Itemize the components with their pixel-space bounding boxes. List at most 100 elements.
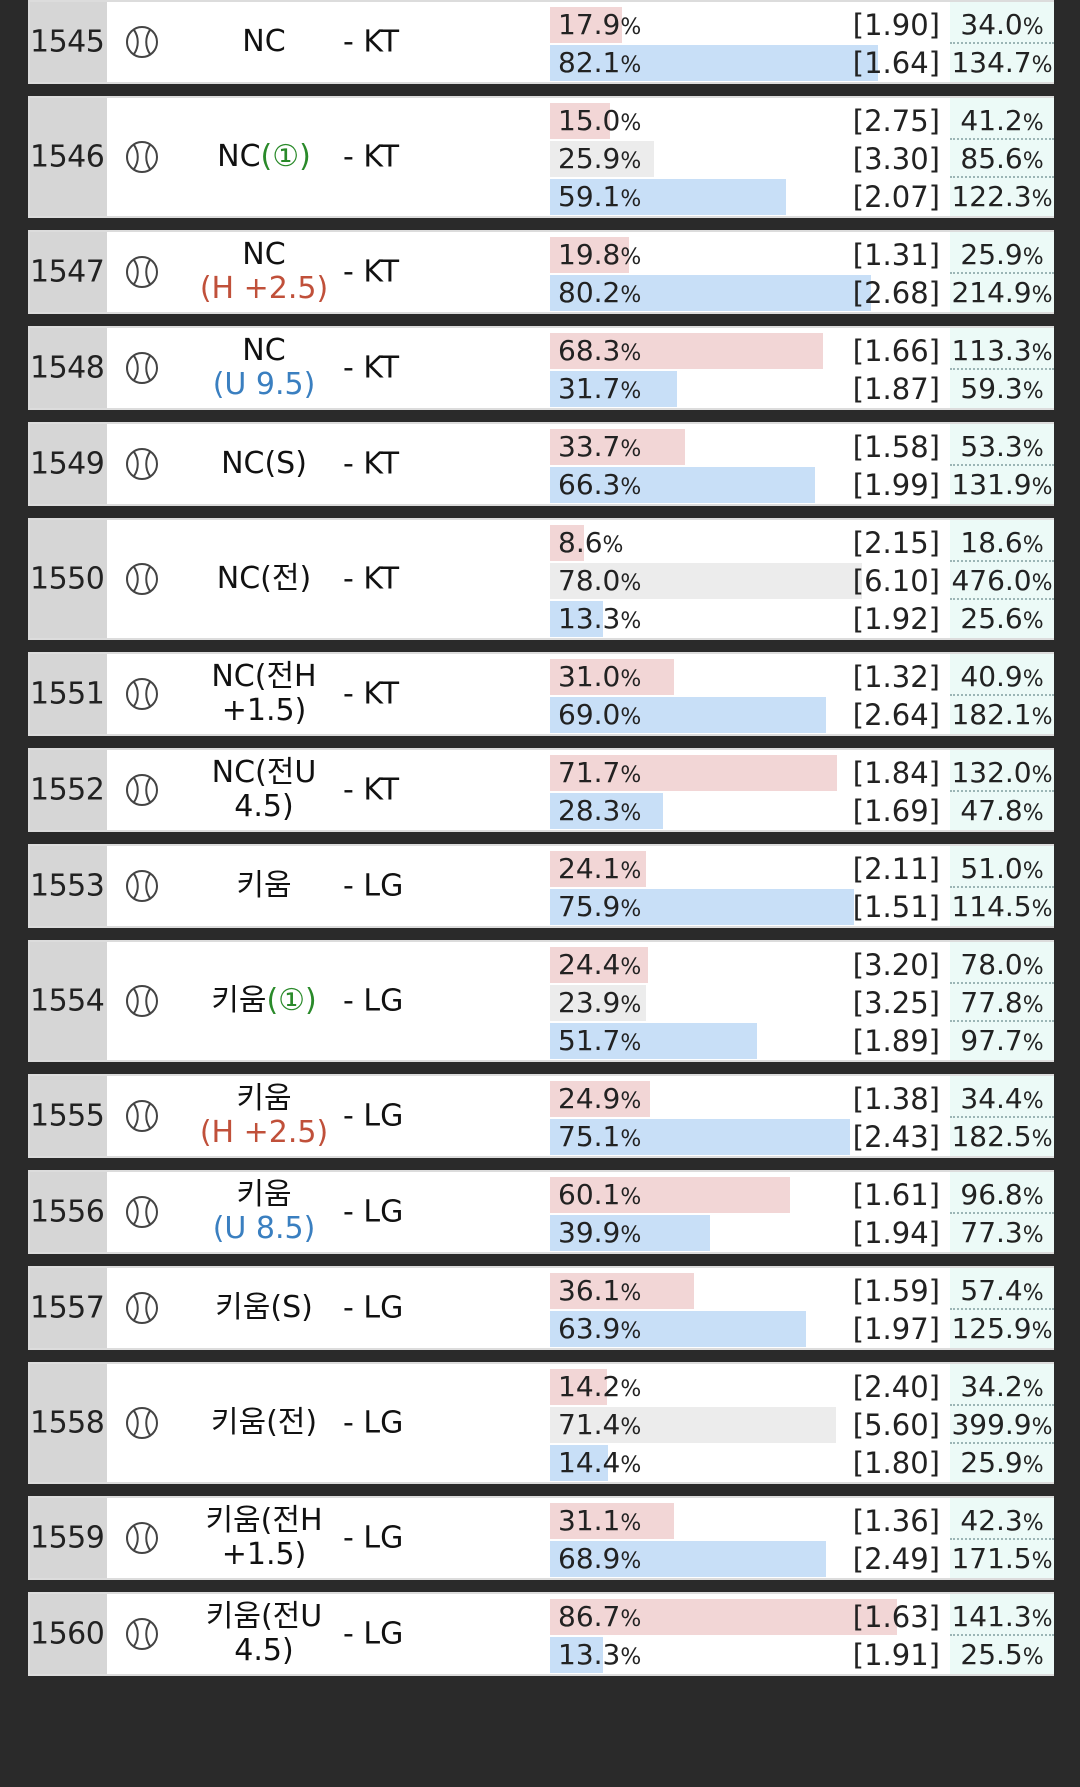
game-row[interactable]: 1545 NC - KT 17.9% [1.90] 82.1% [1.64] 34.0% 134…: [28, 0, 1054, 84]
return-rate: 18.6%: [950, 524, 1054, 562]
outcome-row[interactable]: 15.0% [2.75]: [550, 102, 950, 140]
percent-sign: %: [620, 1453, 642, 1478]
percentage-bar: [550, 697, 826, 733]
outcome-row[interactable]: 60.1% [1.61]: [550, 1176, 950, 1214]
outcome-row[interactable]: 86.7% [1.63]: [550, 1598, 950, 1636]
game-row[interactable]: 1558 키움(전) - LG 14.2% [2.40] 71.4% [5.60] 14.4%…: [28, 1362, 1054, 1484]
home-team-name: 키움(S): [215, 1290, 313, 1325]
home-team-name: 키움: [236, 1177, 292, 1212]
outcome-row[interactable]: 17.9% [1.90]: [550, 6, 950, 44]
outcome-row[interactable]: 31.0% [1.32]: [550, 658, 950, 696]
outcome-row[interactable]: 13.3% [1.92]: [550, 600, 950, 638]
game-row[interactable]: 1559 키움(전H +1.5) - LG 31.1% [1.36] 68.9% [2.49]…: [28, 1496, 1054, 1580]
return-rate: 85.6%: [950, 140, 1054, 178]
percentage-number: 71.4: [558, 1408, 621, 1441]
home-team: 키움 (U 8.5): [179, 1178, 349, 1246]
outcome-row[interactable]: 78.0% [6.10]: [550, 562, 950, 600]
percent-sign: %: [620, 437, 642, 462]
percent-sign: %: [1031, 1607, 1053, 1632]
percentage-bar: [550, 1311, 806, 1347]
outcome-list: 19.8% [1.31] 80.2% [2.68]: [550, 232, 950, 312]
game-number: 1551: [30, 676, 105, 712]
outcome-row[interactable]: 14.2% [2.40]: [550, 1368, 950, 1406]
outcome-row[interactable]: 24.1% [2.11]: [550, 850, 950, 888]
percentage-value: 86.7%: [558, 1598, 641, 1636]
return-rate: 141.3%: [950, 1598, 1054, 1636]
return-rate-list: 41.2% 85.6% 122.3%: [950, 98, 1054, 216]
percent-sign: %: [620, 1319, 642, 1344]
odds-value: [6.10]: [852, 564, 940, 598]
game-row[interactable]: 1552 NC(전U 4.5) - KT 71.7% [1.84] 28.3% [1.69] 1…: [28, 748, 1054, 832]
percentage-bar: [550, 371, 677, 407]
outcome-row[interactable]: 36.1% [1.59]: [550, 1272, 950, 1310]
outcome-row[interactable]: 23.9% [3.25]: [550, 984, 950, 1022]
outcome-row[interactable]: 69.0% [2.64]: [550, 696, 950, 734]
outcome-row[interactable]: 63.9% [1.97]: [550, 1310, 950, 1348]
percentage-bar: [550, 103, 610, 139]
outcome-row[interactable]: 71.4% [5.60]: [550, 1406, 950, 1444]
outcome-row[interactable]: 28.3% [1.69]: [550, 792, 950, 830]
outcome-row[interactable]: 25.9% [3.30]: [550, 140, 950, 178]
game-row[interactable]: 1557 키움(S) - LG 36.1% [1.59] 63.9% [1.97] 57.4%…: [28, 1266, 1054, 1350]
return-rate-number: 34.0: [960, 8, 1023, 41]
game-row[interactable]: 1546 NC(①) - KT 15.0% [2.75] 25.9% [3.30] 59.1%…: [28, 96, 1054, 218]
game-row[interactable]: 1553 키움 - LG 24.1% [2.11] 75.9% [1.51] 51.0% 114…: [28, 844, 1054, 928]
game-row[interactable]: 1548 NC (U 9.5) - KT 68.3% [1.66] 31.7% [1.87] 1…: [28, 326, 1054, 410]
percentage-number: 25.9: [558, 142, 621, 175]
game-row[interactable]: 1551 NC(전H +1.5) - KT 31.0% [1.32] 69.0% [2.64]…: [28, 652, 1054, 736]
match-info: NC - KT: [107, 2, 550, 82]
percentage-value: 63.9%: [558, 1310, 641, 1348]
outcome-row[interactable]: 68.3% [1.66]: [550, 332, 950, 370]
game-row[interactable]: 1554 키움(①) - LG 24.4% [3.20] 23.9% [3.25] 51.7%…: [28, 940, 1054, 1062]
outcome-row[interactable]: 14.4% [1.80]: [550, 1444, 950, 1482]
percent-sign: %: [620, 1549, 642, 1574]
percentage-number: 13.3: [558, 1638, 621, 1671]
outcome-row[interactable]: 8.6% [2.15]: [550, 524, 950, 562]
outcome-row[interactable]: 75.9% [1.51]: [550, 888, 950, 926]
outcome-row[interactable]: 24.4% [3.20]: [550, 946, 950, 984]
game-row[interactable]: 1547 NC (H +2.5) - KT 19.8% [1.31] 80.2% [2.68]…: [28, 230, 1054, 314]
percentage-bar: [550, 1215, 710, 1251]
percent-sign: %: [620, 1645, 642, 1670]
percent-sign: %: [620, 609, 642, 634]
outcome-row[interactable]: 82.1% [1.64]: [550, 44, 950, 82]
outcome-row[interactable]: 33.7% [1.58]: [550, 428, 950, 466]
home-team: NC(S): [179, 447, 349, 481]
percentage-number: 33.7: [558, 430, 621, 463]
outcome-row[interactable]: 24.9% [1.38]: [550, 1080, 950, 1118]
outcome-row[interactable]: 75.1% [2.43]: [550, 1118, 950, 1156]
outcome-row[interactable]: 68.9% [2.49]: [550, 1540, 950, 1578]
outcome-row[interactable]: 19.8% [1.31]: [550, 236, 950, 274]
percent-sign: %: [1022, 1377, 1044, 1402]
game-row[interactable]: 1550 NC(전) - KT 8.6% [2.15] 78.0% [6.10] 13.3% […: [28, 518, 1054, 640]
outcome-row[interactable]: 59.1% [2.07]: [550, 178, 950, 216]
percentage-bar: [550, 1273, 695, 1309]
game-row[interactable]: 1556 키움 (U 8.5) - LG 60.1% [1.61] 39.9% [1.94] 9…: [28, 1170, 1054, 1254]
outcome-row[interactable]: 39.9% [1.94]: [550, 1214, 950, 1252]
percentage-number: 60.1: [558, 1178, 621, 1211]
game-row[interactable]: 1555 키움 (H +2.5) - LG 24.9% [1.38] 75.1% [2.43]…: [28, 1074, 1054, 1158]
game-number-cell: 1555: [30, 1076, 107, 1156]
return-rate: 53.3%: [950, 428, 1054, 466]
odds-value: [1.66]: [852, 334, 940, 368]
return-rate-number: 59.3: [960, 372, 1023, 405]
outcome-row[interactable]: 31.7% [1.87]: [550, 370, 950, 408]
baseball-icon: [126, 141, 158, 173]
game-row[interactable]: 1549 NC(S) - KT 33.7% [1.58] 66.3% [1.99] 53.3%…: [28, 422, 1054, 506]
baseball-icon: [126, 563, 158, 595]
return-rate-list: 53.3% 131.9%: [950, 424, 1054, 504]
percentage-value: 31.7%: [558, 370, 641, 408]
outcome-row[interactable]: 80.2% [2.68]: [550, 274, 950, 312]
outcome-row[interactable]: 13.3% [1.91]: [550, 1636, 950, 1674]
percentage-number: 68.3: [558, 334, 621, 367]
odds-value: [1.32]: [852, 660, 940, 694]
percentage-number: 75.9: [558, 890, 621, 923]
percent-sign: %: [1022, 609, 1044, 634]
outcome-row[interactable]: 51.7% [1.89]: [550, 1022, 950, 1060]
outcome-list: 17.9% [1.90] 82.1% [1.64]: [550, 2, 950, 82]
game-row[interactable]: 1560 키움(전U 4.5) - LG 86.7% [1.63] 13.3% [1.91] 1…: [28, 1592, 1054, 1676]
outcome-row[interactable]: 66.3% [1.99]: [550, 466, 950, 504]
away-team: - KT: [343, 772, 400, 808]
outcome-row[interactable]: 31.1% [1.36]: [550, 1502, 950, 1540]
outcome-row[interactable]: 71.7% [1.84]: [550, 754, 950, 792]
